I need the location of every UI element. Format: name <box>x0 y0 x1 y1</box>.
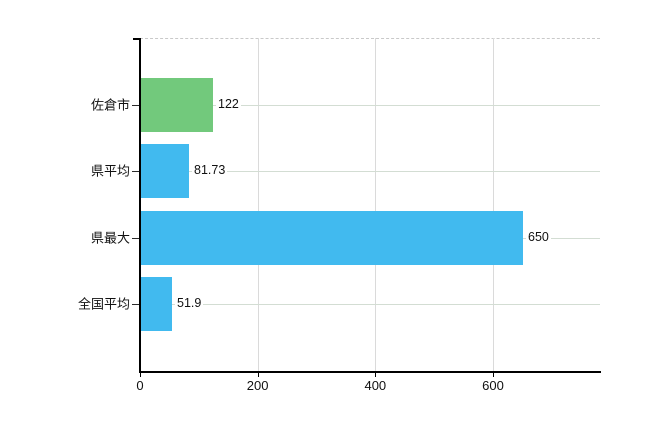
y-axis-category-label: 全国平均 <box>77 296 130 312</box>
x-axis-tick-label: 0 <box>136 378 144 393</box>
bar <box>141 78 213 132</box>
bar-value-label: 51.9 <box>175 296 204 313</box>
bar-value-label: 122 <box>216 96 241 113</box>
y-axis-tick <box>132 304 140 305</box>
bar <box>141 144 189 198</box>
horizontal-gridline <box>140 105 600 106</box>
bar <box>141 277 172 331</box>
y-axis-line <box>139 38 141 371</box>
x-axis-tick <box>493 371 494 377</box>
vertical-gridline <box>257 38 259 371</box>
y-axis-top-tick <box>133 38 139 40</box>
y-axis-category-label: 県最大 <box>90 230 130 246</box>
horizontal-gridline <box>140 304 600 305</box>
x-axis-tick-label: 200 <box>246 378 269 393</box>
bar-value-label: 81.73 <box>192 163 228 179</box>
x-axis-tick-label: 400 <box>364 378 387 393</box>
y-axis-tick <box>132 171 140 172</box>
bar-chart: 0 200 400 600 佐倉市 122 県平均 81.73 県最大 650 全国平均 51.9 <box>40 16 650 416</box>
vertical-gridline <box>493 38 494 371</box>
x-axis-line <box>139 371 601 373</box>
y-axis-category-label: 佐倉市 <box>90 97 130 113</box>
x-axis-tick <box>140 371 141 377</box>
bar-value-label: 650 <box>526 229 551 246</box>
y-axis-tick <box>132 238 140 239</box>
y-axis-category-label: 県平均 <box>90 163 130 179</box>
x-axis-tick <box>375 371 377 377</box>
horizontal-gridline <box>140 171 600 172</box>
vertical-gridline <box>375 38 377 371</box>
x-axis-tick-label: 600 <box>482 378 504 393</box>
bar <box>141 211 523 265</box>
y-axis-tick <box>132 105 140 106</box>
x-axis-tick <box>257 371 259 377</box>
plot-top-border <box>140 38 600 39</box>
